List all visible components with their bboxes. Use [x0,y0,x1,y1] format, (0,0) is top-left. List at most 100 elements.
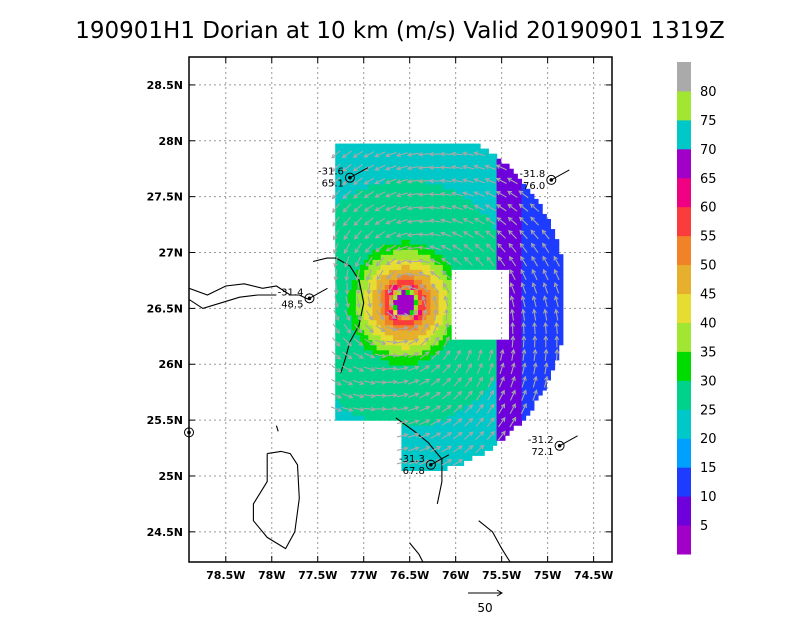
wind-cell [434,435,440,441]
wind-vector [363,366,375,371]
wind-cell [459,249,465,255]
colorbar-swatch [677,380,691,410]
wind-cell [364,399,369,406]
wind-cell [355,359,361,366]
wind-vector-head [374,206,380,212]
wind-cell [422,193,427,200]
wind-cell [384,289,390,296]
wind-cell [446,153,452,160]
wind-vector [419,406,430,412]
wind-cell [355,148,361,155]
wind-cell [438,244,444,250]
wind-cell [455,364,460,371]
x-tick-label: 77W [350,569,377,582]
wind-cell [446,183,452,190]
wind-cell [364,173,369,180]
wind-cell [463,374,469,381]
wind-cell [389,153,394,160]
wind-cell [422,455,427,461]
wind-cell [413,299,419,306]
wind-vector [533,363,537,375]
wind-cell [401,384,407,391]
wind-cell [364,394,369,401]
wind-vector-head [396,259,402,265]
wind-vector-head [478,390,484,396]
wind-cell [525,264,531,270]
wind-cell [364,339,369,346]
wind-cell [500,394,506,401]
wind-cell [368,284,374,290]
wind-cell [438,359,444,366]
wind-cell [372,249,378,255]
wind-cell [517,178,523,185]
wind-cell [509,168,514,175]
wind-cell [434,294,440,301]
wind-cell [434,425,440,431]
wind-vector [508,217,518,226]
colorbar-label: 5 [700,519,708,534]
colorbar-label: 70 [700,143,717,158]
wind-cell [380,183,386,190]
wind-cell [426,379,431,386]
wind-cell [471,219,477,225]
wind-cell [339,294,345,301]
wind-vector-head [355,289,361,295]
wind-vector-head [381,340,387,345]
wind-vector [533,322,536,335]
wind-cell [496,425,502,431]
wind-cell [467,234,473,240]
wind-cell [525,254,531,260]
wind-cell [409,374,415,381]
wind-cell [372,344,378,351]
wind-cell [438,234,444,240]
wind-cell [376,304,382,311]
wind-cell [513,410,518,416]
wind-cell [558,284,564,290]
wind-cell [384,254,390,260]
wind-cell [409,389,415,396]
wind-cell [488,153,494,160]
wind-cell [533,369,539,376]
wind-vector-head [385,206,391,211]
wind-cell [368,405,374,411]
wind-cell [517,420,523,426]
wind-cell [492,425,498,431]
wind-cell [355,198,361,205]
wind-cell [475,183,481,190]
wind-vector [498,417,506,428]
wind-vector [522,336,525,348]
wind-cell [475,450,481,456]
wind-cell [537,264,543,270]
wind-cell [521,264,527,270]
wind-cell [509,173,514,180]
wind-cell [422,344,427,351]
wind-cell [368,173,374,180]
wind-vector-head [359,380,365,386]
wind-cell [417,384,423,391]
wind-vector-head [520,268,525,274]
wind-cell [434,324,440,331]
chart-title: 190901H1 Dorian at 10 km (m/s) Valid 201… [75,18,724,44]
wind-cell [513,329,518,336]
wind-cell [401,394,407,401]
wind-cell [455,229,460,235]
wind-cell [529,339,535,346]
wind-cell [401,198,407,205]
wind-vector [442,377,451,387]
wind-cell [513,264,518,270]
wind-cell [525,369,531,376]
wind-vector-head [375,247,381,253]
wind-cell [393,178,398,185]
wind-cell [384,224,390,230]
wind-cell [554,264,560,270]
wind-cell [442,208,448,215]
wind-cell [521,239,527,245]
wind-cell [372,274,378,280]
wind-vector-head [331,167,337,173]
wind-cell [438,349,444,356]
wind-vector [510,363,515,375]
wind-cell [335,173,340,180]
wind-cell [384,284,390,290]
wind-cell [459,239,465,245]
wind-vector-head [374,220,380,225]
